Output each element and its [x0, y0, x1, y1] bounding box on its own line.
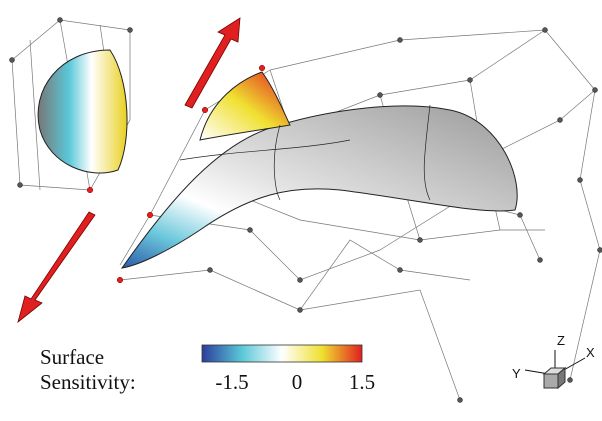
colorbar-label: Surface	[40, 345, 104, 369]
axis-triad: Z X Y	[512, 333, 595, 388]
axis-label: Z	[557, 333, 565, 348]
axis-label: Y	[512, 366, 521, 381]
colorbar-ticks: -1.5 0 1.5	[215, 370, 375, 394]
colorbar	[202, 345, 362, 362]
axis-label: X	[586, 345, 595, 360]
aircraft-surface	[122, 72, 517, 268]
nose-view	[38, 50, 127, 173]
colorbar-tick-label: 0	[292, 370, 303, 394]
figure: Surface Sensitivity: -1.5 0 1.5 Z X Y	[0, 0, 602, 421]
colorbar-label: Sensitivity:	[40, 370, 136, 394]
colorbar-tick-label: 1.5	[349, 370, 375, 394]
colorbar-tick-label: -1.5	[215, 370, 248, 394]
